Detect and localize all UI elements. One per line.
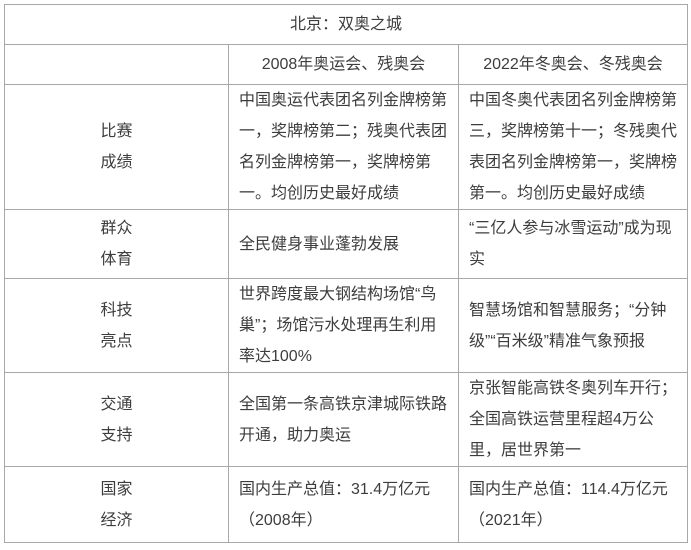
- cell-public-2008: 全民健身事业蓬勃发展: [228, 209, 459, 279]
- row-tech-highlights: 科技 亮点 世界跨度最大钢结构场馆“鸟巢”；场馆污水处理再生利用率达100% 智…: [4, 278, 689, 373]
- row-public-sports: 群众 体育 全民健身事业蓬勃发展 “三亿人参与冰雪运动”成为现实: [4, 209, 689, 279]
- row-label-line: 亮点: [100, 332, 133, 350]
- row-label-line: 体育: [100, 251, 133, 268]
- cell-tech-2008: 世界跨度最大钢结构场馆“鸟巢”；场馆污水处理再生利用率达100%: [228, 278, 459, 373]
- title-row: 北京：双奥之城: [3, 4, 689, 45]
- row-label-public-sports: 群众 体育: [4, 209, 229, 279]
- cell-results-2008: 中国奥运代表团名列金牌榜第一，奖牌榜第二；残奥代表团名列金牌榜第一，奖牌榜第一。…: [228, 84, 459, 210]
- row-label-line: 科技: [100, 301, 133, 319]
- row-label-transport-support: 交通 支持: [4, 372, 229, 467]
- cell-tech-2022: 智慧场馆和智慧服务；“分钟级”“百米级”精准气象预报: [457, 278, 689, 373]
- row-label-national-economy: 国家 经济: [4, 466, 229, 543]
- cell-results-2022: 中国冬奥代表团名列金牌榜第三，奖牌榜第十一；冬残奥代表团名列金牌榜第一，奖牌榜第…: [457, 84, 689, 210]
- row-competition-results: 比赛 成绩 中国奥运代表团名列金牌榜第一，奖牌榜第二；残奥代表团名列金牌榜第一，…: [4, 84, 689, 210]
- row-label-line: 国家: [100, 480, 133, 498]
- cell-public-2022: “三亿人参与冰雪运动”成为现实: [457, 209, 689, 279]
- cell-economy-2008: 国内生产总值：31.4万亿元（2008年）: [228, 466, 459, 543]
- row-label-tech-highlights: 科技 亮点: [4, 278, 229, 373]
- row-transport-support: 交通 支持 全国第一条高铁京津城际铁路开通，助力奥运 京张智能高铁冬奥列车开行；…: [4, 372, 689, 467]
- row-label-line: 群众: [100, 220, 133, 237]
- header-2008-olympics: 2008年奥运会、残奥会: [228, 44, 459, 85]
- cell-economy-2022: 国内生产总值：114.4万亿元（2021年）: [457, 466, 689, 543]
- header-row: 2008年奥运会、残奥会 2022年冬奥会、冬残奥会: [4, 44, 689, 85]
- dual-olympics-comparison-table: 北京：双奥之城 2008年奥运会、残奥会 2022年冬奥会、冬残奥会 比赛 成绩…: [3, 4, 689, 543]
- row-label-line: 比赛: [100, 123, 133, 140]
- cell-transport-2008: 全国第一条高铁京津城际铁路开通，助力奥运: [228, 372, 459, 467]
- header-2022-olympics: 2022年冬奥会、冬残奥会: [457, 44, 689, 85]
- row-label-line: 交通: [100, 395, 133, 413]
- row-label-line: 成绩: [100, 154, 133, 171]
- cell-transport-2022: 京张智能高铁冬奥列车开行；全国高铁运营里程超4万公里，居世界第一: [457, 372, 689, 467]
- table-title: 北京：双奥之城: [3, 4, 689, 45]
- header-label-empty: [4, 44, 229, 85]
- row-label-line: 支持: [100, 426, 133, 444]
- row-national-economy: 国家 经济 国内生产总值：31.4万亿元（2008年） 国内生产总值：114.4…: [4, 466, 689, 543]
- row-label-line: 经济: [100, 511, 133, 529]
- row-label-competition-results: 比赛 成绩: [4, 84, 229, 210]
